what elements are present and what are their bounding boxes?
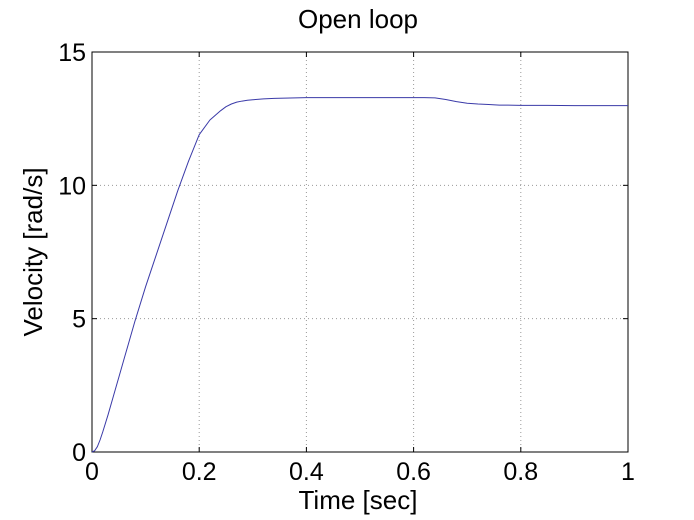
chart-title: Open loop (298, 4, 418, 34)
x-tick-label: 0.8 (503, 458, 538, 486)
x-tick-label: 0.6 (396, 458, 431, 486)
y-tick-label: 0 (72, 439, 86, 467)
x-axis-label: Time [sec] (299, 485, 418, 515)
y-tick-label: 5 (72, 306, 86, 334)
x-tick-label: 0.4 (289, 458, 324, 486)
x-tick-label: 1 (621, 458, 635, 486)
x-tick-label: 0 (85, 458, 99, 486)
x-tick-label: 0.2 (182, 458, 217, 486)
y-axis-label: Velocity [rad/s] (18, 167, 48, 336)
series-line (91, 97, 628, 453)
grid-layer (92, 52, 628, 452)
series-layer (91, 97, 628, 453)
y-tick-label: 15 (58, 39, 86, 67)
plot-area-frame (91, 51, 629, 453)
y-tick-label: 10 (58, 172, 86, 200)
